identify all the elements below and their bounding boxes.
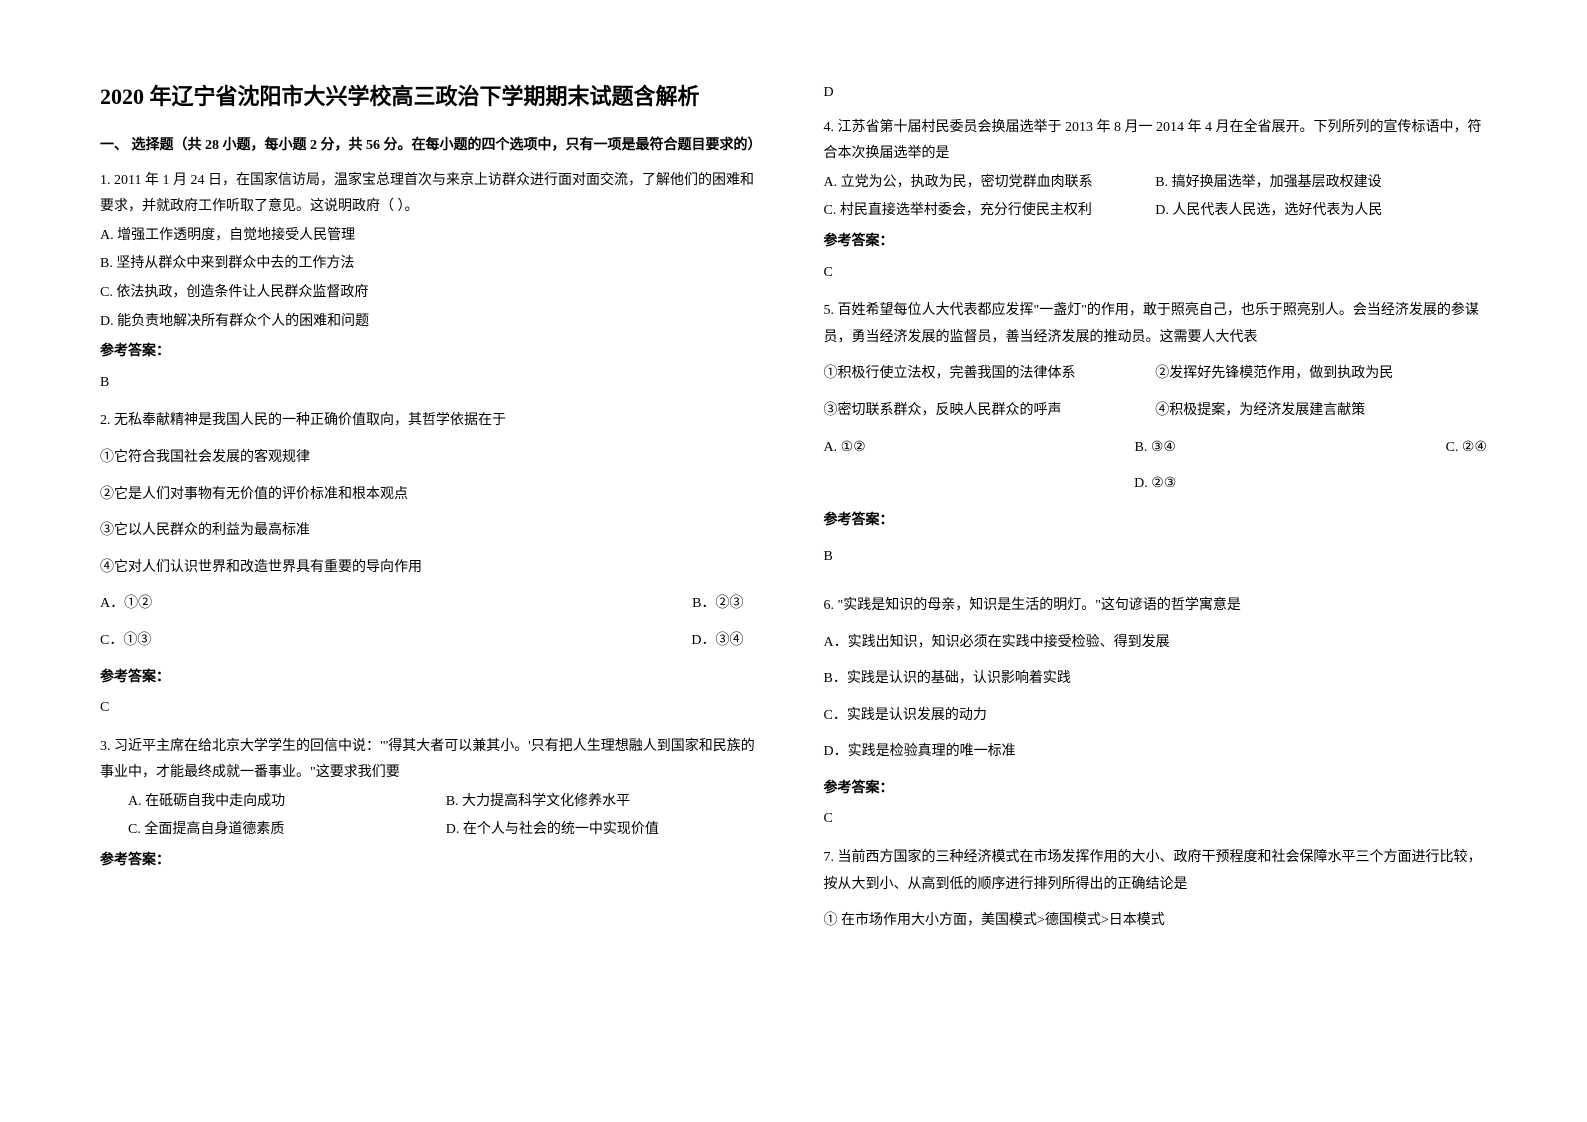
question-5: 5. 百姓希望每位人大代表都应发挥"一盏灯"的作用，敢于照亮自己，也乐于照亮别人… [824,298,1488,579]
question-text: 1. 2011 年 1 月 24 日，在国家信访局，温家宝总理首次与来京上访群众… [100,168,764,221]
option-c: C. 全面提高自身道德素质 [128,817,446,844]
option-d: D．③④ [422,628,764,655]
question-text: 2. 无私奉献精神是我国人民的一种正确价值取向，其哲学依据在于 [100,408,764,435]
circled-item: ③密切联系群众，反映人民群众的呼声 [824,398,1156,425]
question-text: 5. 百姓希望每位人大代表都应发挥"一盏灯"的作用，敢于照亮自己，也乐于照亮别人… [824,298,1488,351]
circled-item: ②发挥好先锋模范作用，做到执政为民 [1155,361,1487,388]
circled-row: ③密切联系群众，反映人民群众的呼声 ④积极提案，为经济发展建言献策 [824,398,1488,425]
option-b: B．②③ [422,591,764,618]
option-d: D．实践是检验真理的唯一标准 [824,739,1488,766]
answer: B [100,370,764,397]
answer-label: 参考答案： [100,665,764,692]
circled-item: ④它对人们认识世界和改造世界具有重要的导向作用 [100,555,764,582]
options-row: C．①③ D．③④ [100,628,764,655]
question-text: 3. 习近平主席在给北京大学学生的回信中说："'得其大者可以兼其小。'只有把人生… [100,734,764,787]
answer: C [824,260,1488,287]
option-d: D. 能负责地解决所有群众个人的困难和问题 [100,309,764,336]
option-c: C. ②④ [1266,435,1487,462]
options-row: A. ①② B. ③④ C. ②④ [824,435,1488,462]
option-c: C．实践是认识发展的动力 [824,703,1488,730]
option-d: D. 人民代表人民选，选好代表为人民 [1155,198,1487,225]
question-1: 1. 2011 年 1 月 24 日，在国家信访局，温家宝总理首次与来京上访群众… [100,168,764,405]
circled-item: ①它符合我国社会发展的客观规律 [100,445,764,472]
option-a: A. ①② [824,435,1045,462]
question-7: 7. 当前西方国家的三种经济模式在市场发挥作用的大小、政府干预程度和社会保障水平… [824,845,1488,945]
circled-item: ① 在市场作用大小方面，美国模式>德国模式>日本模式 [824,908,1488,935]
option-b: B. 坚持从群众中来到群众中去的工作方法 [100,251,764,278]
answer-label: 参考答案： [100,339,764,366]
option-d: D. ②③ [824,471,1488,498]
option-b: B．实践是认识的基础，认识影响着实践 [824,666,1488,693]
option-a: A. 在砥砺自我中走向成功 [128,789,446,816]
option-c: C. 依法执政，创造条件让人民群众监督政府 [100,280,764,307]
options-row: C. 村民直接选举村委会，充分行使民主权利 D. 人民代表人民选，选好代表为人民 [824,198,1488,225]
options-row: A. 立党为公，执政为民，密切党群血肉联系 B. 搞好换届选举，加强基层政权建设 [824,170,1488,197]
question-6: 6. "实践是知识的母亲，知识是生活的明灯。"这句谚语的哲学寓意是 A．实践出知… [824,583,1488,841]
answer-label: 参考答案： [824,229,1488,256]
question-text: 6. "实践是知识的母亲，知识是生活的明灯。"这句谚语的哲学寓意是 [824,593,1488,620]
option-a: A．①② [100,591,422,618]
option-b: B. 搞好换届选举，加强基层政权建设 [1155,170,1487,197]
option-b: B. ③④ [1045,435,1266,462]
section-header: 一、 选择题（共 28 小题，每小题 2 分，共 56 分。在每小题的四个选项中… [100,133,764,160]
question-4: 4. 江苏省第十届村民委员会换届选举于 2013 年 8 月一 2014 年 4… [824,115,1488,295]
option-d: D. 在个人与社会的统一中实现价值 [446,817,764,844]
options-row: A. 在砥砺自我中走向成功 B. 大力提高科学文化修养水平 [100,789,764,816]
document-title: 2020 年辽宁省沈阳市大兴学校高三政治下学期期末试题含解析 [100,80,764,113]
answer-label: 参考答案： [824,508,1488,535]
answer-label: 参考答案： [100,848,764,875]
question-2: 2. 无私奉献精神是我国人民的一种正确价值取向，其哲学依据在于 ①它符合我国社会… [100,408,764,729]
option-a: A．实践出知识，知识必须在实践中接受检验、得到发展 [824,630,1488,657]
circled-row: ①积极行使立法权，完善我国的法律体系 ②发挥好先锋模范作用，做到执政为民 [824,361,1488,388]
circled-item: ④积极提案，为经济发展建言献策 [1155,398,1487,425]
option-a: A. 增强工作透明度，自觉地接受人民管理 [100,223,764,250]
answer: C [824,806,1488,833]
option-c: C．①③ [100,628,422,655]
circled-item: ②它是人们对事物有无价值的评价标准和根本观点 [100,482,764,509]
circled-item: ①积极行使立法权，完善我国的法律体系 [824,361,1156,388]
question-3: 3. 习近平主席在给北京大学学生的回信中说："'得其大者可以兼其小。'只有把人生… [100,734,764,879]
answer: C [100,695,764,722]
option-b: B. 大力提高科学文化修养水平 [446,789,764,816]
left-column: 2020 年辽宁省沈阳市大兴学校高三政治下学期期末试题含解析 一、 选择题（共 … [100,80,764,1042]
option-a: A. 立党为公，执政为民，密切党群血肉联系 [824,170,1156,197]
answer: B [824,544,1488,571]
right-column: D 4. 江苏省第十届村民委员会换届选举于 2013 年 8 月一 2014 年… [824,80,1488,1042]
answer: D [824,80,1488,107]
option-c: C. 村民直接选举村委会，充分行使民主权利 [824,198,1156,225]
question-text: 7. 当前西方国家的三种经济模式在市场发挥作用的大小、政府干预程度和社会保障水平… [824,845,1488,898]
circled-item: ③它以人民群众的利益为最高标准 [100,518,764,545]
options-row: A．①② B．②③ [100,591,764,618]
question-text: 4. 江苏省第十届村民委员会换届选举于 2013 年 8 月一 2014 年 4… [824,115,1488,168]
options-row: C. 全面提高自身道德素质 D. 在个人与社会的统一中实现价值 [100,817,764,844]
answer-label: 参考答案： [824,776,1488,803]
